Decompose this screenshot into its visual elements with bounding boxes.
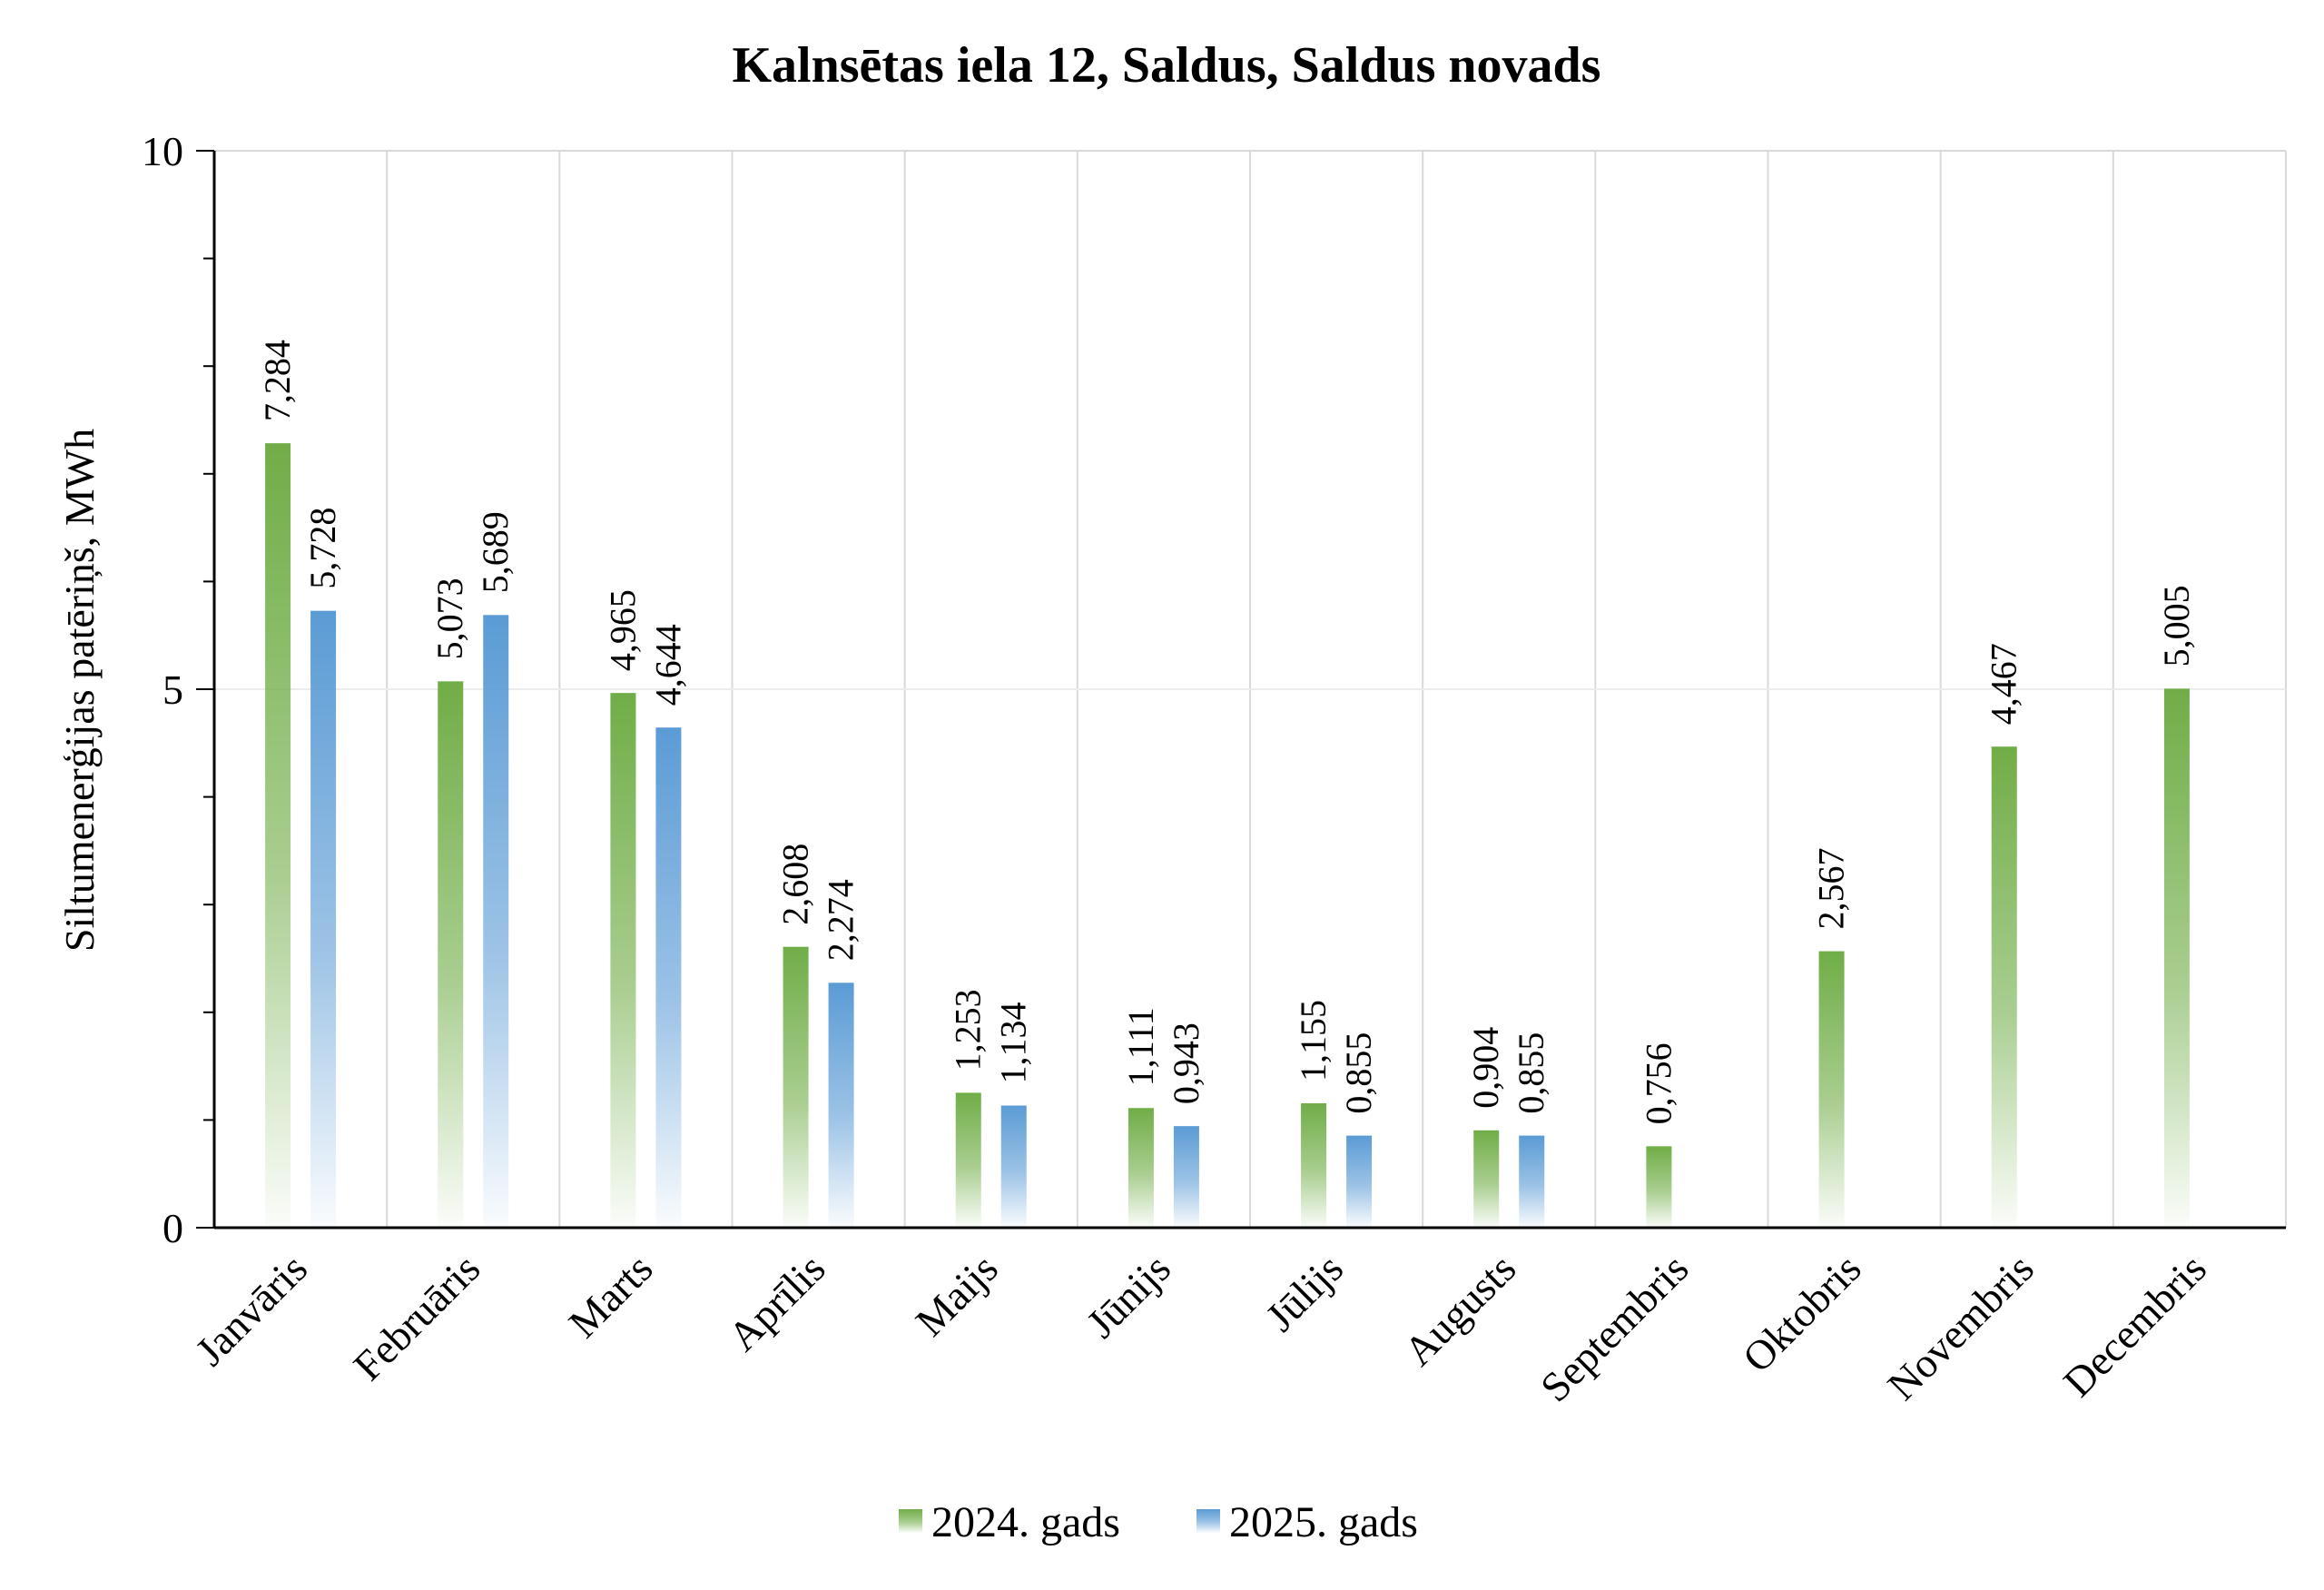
legend-label: 2025. gads bbox=[1229, 1498, 1418, 1546]
legend-swatch bbox=[899, 1509, 922, 1533]
bar-2025-5 bbox=[1173, 1126, 1199, 1228]
y-tick-labels: 0 5 10 bbox=[142, 128, 183, 1251]
data-label: 2,274 bbox=[821, 879, 862, 961]
bar-2024-6 bbox=[1301, 1103, 1327, 1228]
y-tick-label: 0 bbox=[162, 1205, 183, 1251]
x-category-label: Septembris bbox=[1531, 1245, 1697, 1410]
bar-2024-1 bbox=[438, 681, 464, 1228]
data-label: 5,073 bbox=[429, 578, 470, 659]
y-tick-label: 10 bbox=[142, 128, 183, 174]
data-label: 1,134 bbox=[993, 1002, 1034, 1084]
legend-label: 2024. gads bbox=[931, 1498, 1120, 1546]
bar-2024-3 bbox=[783, 946, 809, 1228]
bar-2024-9 bbox=[1818, 951, 1845, 1228]
legend: 2024. gads 2025. gads bbox=[899, 1498, 1418, 1546]
bar-2024-0 bbox=[265, 443, 291, 1228]
x-category-label: Marts bbox=[560, 1245, 662, 1347]
data-label: 1,253 bbox=[948, 989, 989, 1071]
data-label: 7,284 bbox=[257, 340, 298, 421]
bar-2024-2 bbox=[610, 693, 636, 1228]
x-category-label: Decembris bbox=[2054, 1245, 2215, 1406]
bar-2025-7 bbox=[1519, 1135, 1545, 1228]
data-label: 0,855 bbox=[1338, 1032, 1379, 1114]
legend-swatch bbox=[1196, 1509, 1220, 1533]
data-label: 4,965 bbox=[602, 589, 643, 671]
data-label: 0,943 bbox=[1166, 1022, 1206, 1104]
bars-group bbox=[265, 443, 2190, 1228]
data-label: 5,005 bbox=[2156, 585, 2197, 667]
data-label: 0,904 bbox=[1465, 1027, 1506, 1109]
data-label: 5,728 bbox=[302, 508, 343, 589]
data-label: 1,111 bbox=[1120, 1007, 1161, 1086]
bar-2025-1 bbox=[483, 615, 509, 1228]
bar-2025-0 bbox=[310, 610, 337, 1228]
x-category-label: Augusts bbox=[1395, 1245, 1525, 1375]
bar-2024-10 bbox=[1991, 746, 2017, 1228]
x-category-label: Jūlijs bbox=[1256, 1245, 1352, 1340]
bar-2025-3 bbox=[828, 983, 854, 1228]
x-category-label: Jūnijs bbox=[1078, 1245, 1179, 1347]
x-category-label: Oktobris bbox=[1734, 1245, 1870, 1381]
data-label: 2,567 bbox=[1811, 848, 1852, 930]
bar-2024-4 bbox=[955, 1092, 981, 1228]
x-category-label: Maijs bbox=[907, 1245, 1007, 1345]
y-axis-label: Siltumenerģijas patēriņš, MWh bbox=[56, 429, 103, 952]
grid-lines bbox=[214, 150, 2287, 1228]
x-category-label: Novembris bbox=[1878, 1245, 2043, 1409]
x-category-label: Februāris bbox=[344, 1245, 488, 1389]
data-labels-group: 7,284 5,073 4,965 2,608 1,253 1,111 1,155 0,904… bbox=[257, 340, 2197, 1124]
x-category-labels: Janvāris Februāris Marts Aprīlis Maijs Jūnijs… bbox=[186, 1245, 2214, 1410]
bar-2025-4 bbox=[1000, 1105, 1027, 1228]
x-category-label: Janvāris bbox=[186, 1245, 316, 1375]
data-label: 2,608 bbox=[775, 844, 816, 925]
data-label: 5,689 bbox=[475, 511, 516, 593]
bar-2024-11 bbox=[2163, 688, 2190, 1228]
bar-2024-8 bbox=[1646, 1146, 1672, 1228]
chart-title: Kalnsētas iela 12, Saldus, Saldus novads bbox=[733, 37, 1601, 94]
data-label: 0,756 bbox=[1638, 1042, 1679, 1124]
bar-2025-6 bbox=[1346, 1135, 1373, 1228]
data-label: 0,855 bbox=[1511, 1032, 1551, 1114]
data-label: 4,467 bbox=[1984, 643, 2024, 725]
data-label: 1,155 bbox=[1293, 1000, 1334, 1081]
data-label: 4,644 bbox=[647, 624, 688, 706]
axes-group bbox=[196, 150, 2286, 1230]
bar-2024-5 bbox=[1128, 1108, 1154, 1228]
y-tick-label: 5 bbox=[162, 667, 183, 713]
x-category-label: Aprīlis bbox=[719, 1245, 833, 1359]
bar-2025-2 bbox=[655, 727, 682, 1228]
bar-2024-7 bbox=[1473, 1130, 1500, 1228]
